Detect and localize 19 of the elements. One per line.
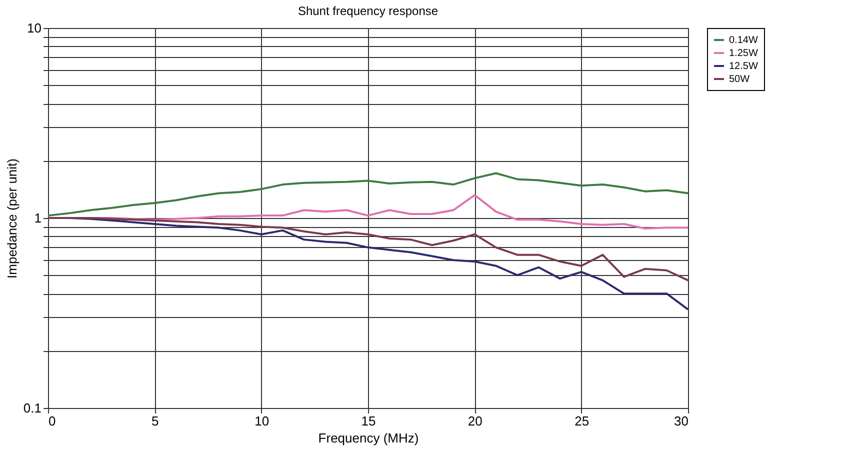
x-tick-label: 0 — [48, 414, 56, 428]
legend-label: 1.25W — [729, 48, 758, 59]
x-tick-label: 30 — [674, 414, 688, 428]
line-series — [47, 217, 689, 282]
y-tick-label: 10 — [27, 20, 42, 36]
legend-label: 0.14W — [729, 35, 758, 46]
x-axis-title: Frequency (MHz) — [318, 430, 419, 446]
x-tick-label: 5 — [152, 414, 159, 428]
legend-label: 50W — [729, 74, 750, 85]
x-tick-label: 15 — [361, 414, 376, 428]
x-tick-label: 20 — [468, 414, 482, 428]
y-tick-label: 1 — [34, 210, 42, 226]
y-axis-title: Impedance (per unit) — [4, 158, 20, 278]
x-tick-label: 25 — [574, 414, 590, 428]
x-tick-label: 10 — [254, 414, 270, 428]
chart-title: Shunt frequency response — [298, 4, 438, 18]
legend-label: 12.5W — [729, 61, 758, 72]
line-series — [47, 172, 689, 217]
y-tick-label: 0.1 — [23, 400, 42, 416]
